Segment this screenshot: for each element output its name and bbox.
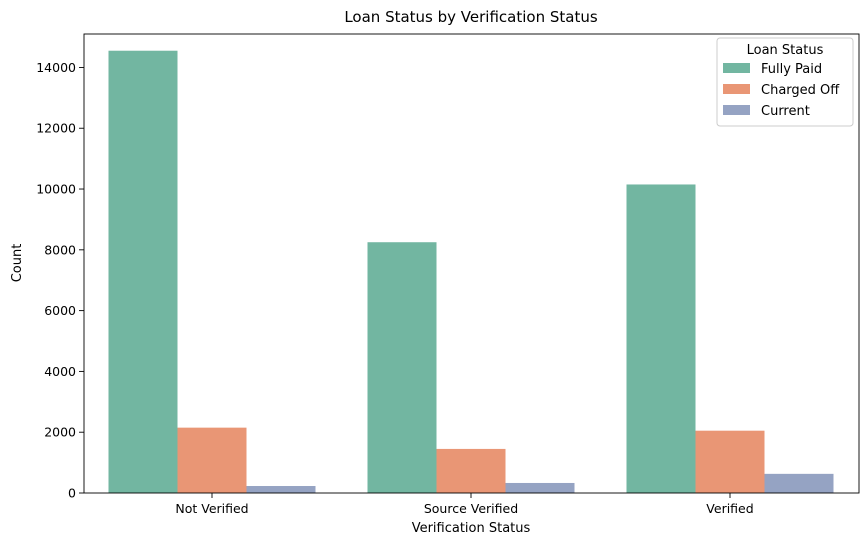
- x-axis: Not Verified Source Verified Verified: [175, 493, 754, 516]
- y-tick-label: 2000: [44, 425, 76, 440]
- bar-current-not-verified: [246, 486, 316, 493]
- bar-fully-paid-not-verified: [108, 50, 178, 493]
- bar-charged-off-not-verified: [177, 427, 247, 493]
- legend-title: Loan Status: [747, 43, 824, 58]
- y-axis-label: Count: [10, 244, 25, 283]
- legend: Loan Status Fully Paid Charged Off Current: [716, 37, 854, 127]
- bar-current-source-verified: [505, 482, 575, 493]
- y-tick-label: 6000: [44, 303, 76, 318]
- legend-label-fully-paid: Fully Paid: [761, 62, 822, 77]
- chart-title: Loan Status by Verification Status: [344, 8, 598, 26]
- legend-box: [716, 37, 854, 127]
- bar-fully-paid-verified: [626, 184, 696, 493]
- y-tick-label: 8000: [44, 242, 76, 257]
- y-tick-label: 12000: [36, 121, 76, 136]
- y-tick-label: 10000: [36, 182, 76, 197]
- y-axis: 0 2000 4000 6000 8000 10000 12000 14000: [36, 60, 84, 501]
- x-tick-label: Source Verified: [424, 501, 518, 516]
- bar-charged-off-source-verified: [436, 448, 506, 493]
- bars-group: [108, 50, 834, 493]
- bar-fully-paid-source-verified: [367, 242, 437, 493]
- y-tick-label: 14000: [36, 60, 76, 75]
- legend-label-charged-off: Charged Off: [761, 83, 840, 98]
- bar-charged-off-verified: [695, 430, 765, 493]
- legend-swatch-current: [723, 105, 750, 115]
- plot-frame: [83, 33, 860, 494]
- x-tick-label: Not Verified: [175, 501, 248, 516]
- x-tick-label: Verified: [706, 501, 753, 516]
- bar-current-verified: [764, 473, 834, 493]
- y-tick-label: 0: [68, 486, 76, 501]
- legend-swatch-charged-off: [723, 84, 750, 94]
- y-tick-label: 4000: [44, 364, 76, 379]
- x-axis-label: Verification Status: [412, 521, 531, 536]
- legend-swatch-fully-paid: [723, 63, 750, 73]
- legend-items: Fully Paid Charged Off Current: [723, 62, 840, 119]
- legend-label-current: Current: [761, 104, 810, 119]
